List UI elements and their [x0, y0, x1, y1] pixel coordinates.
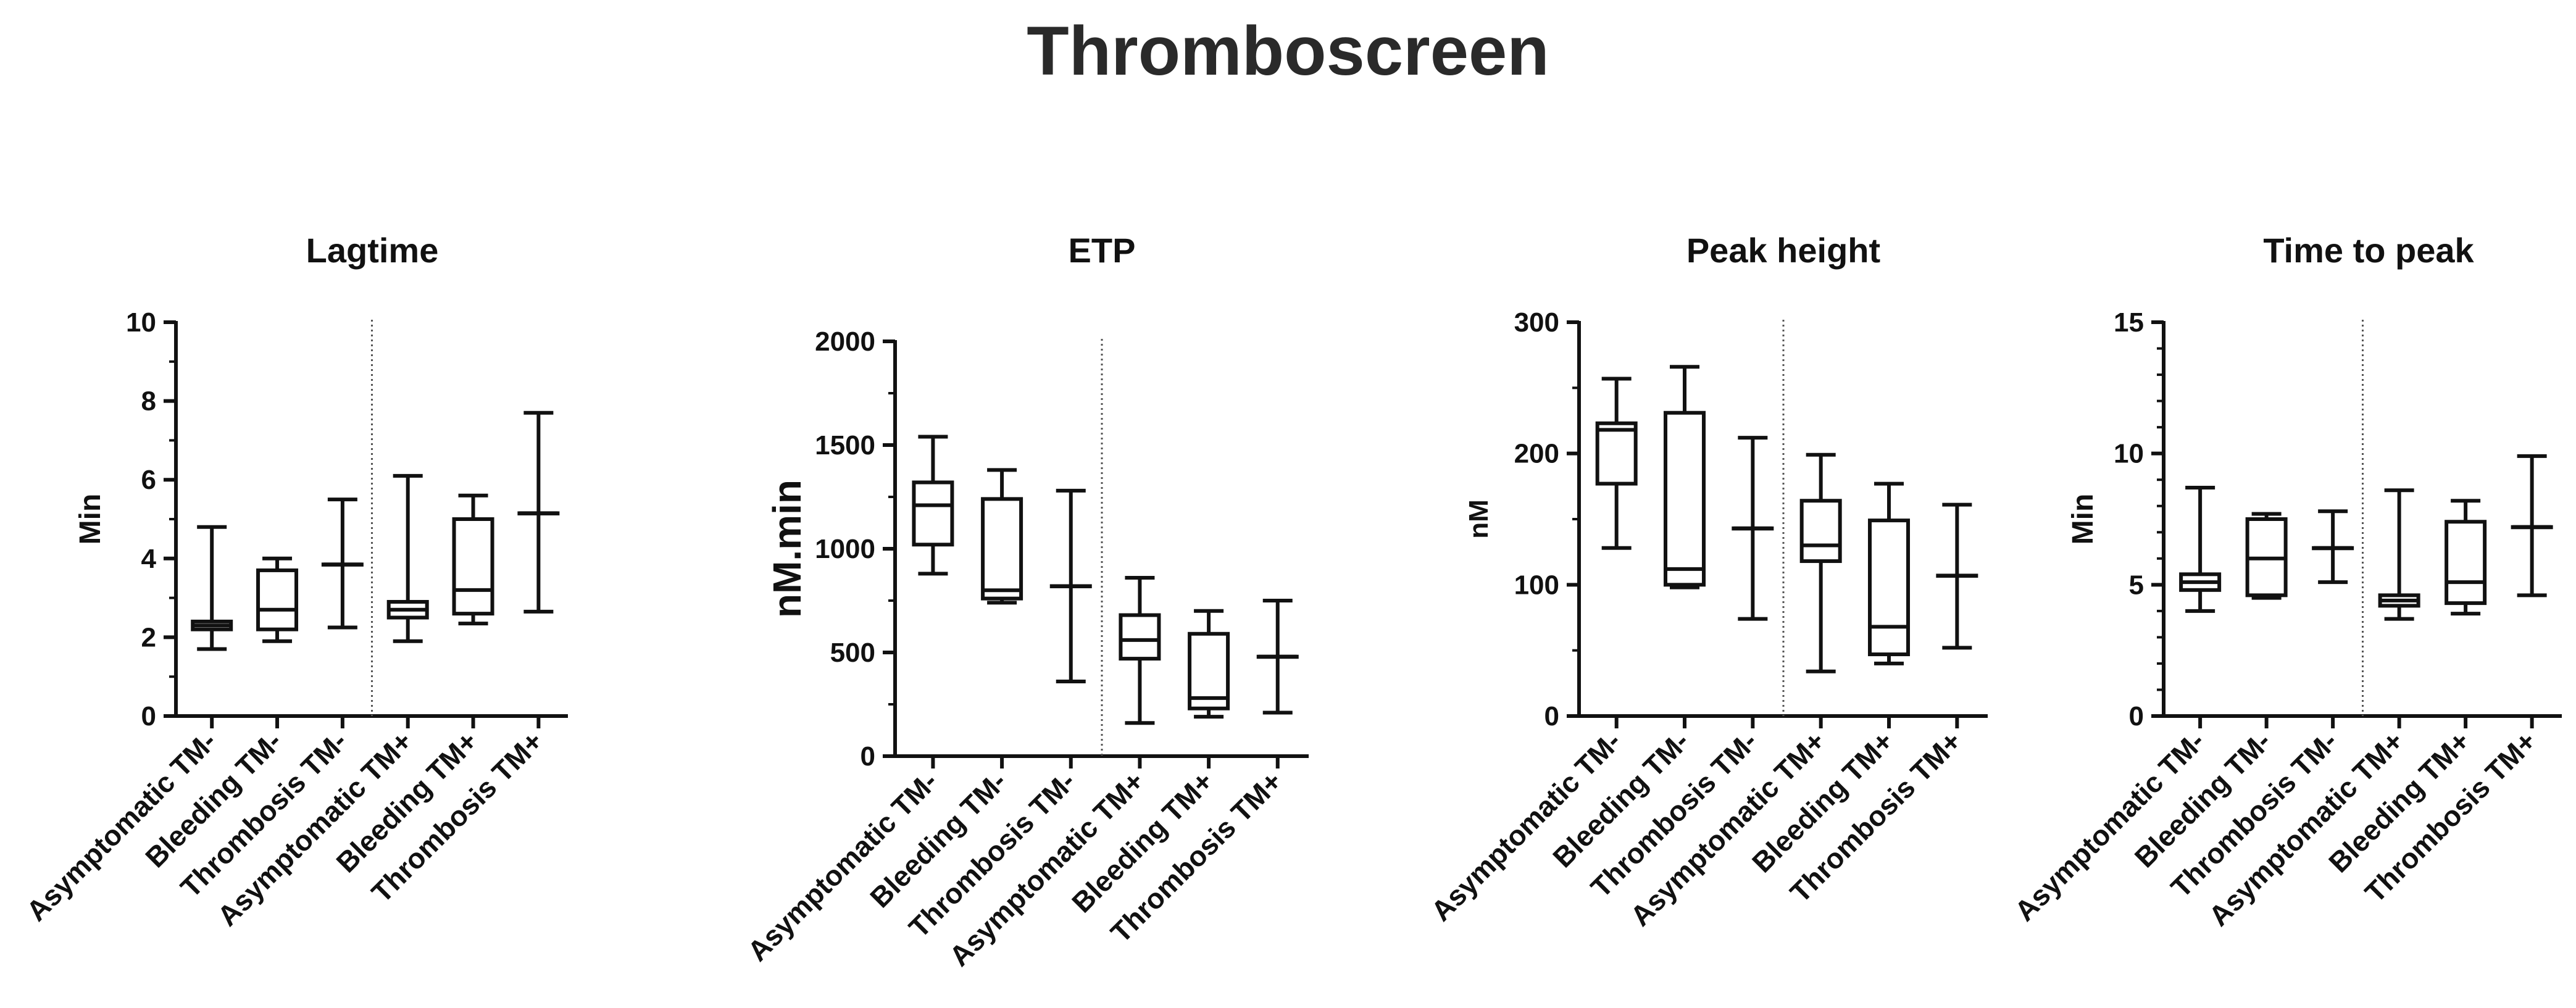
box-4 — [2378, 488, 2420, 621]
y-tick-label: 1000 — [815, 534, 875, 564]
panel-title: Peak height — [1686, 231, 1880, 270]
box-6 — [1936, 502, 1978, 650]
box-5 — [452, 493, 494, 626]
y-tick-label: 15 — [2114, 307, 2144, 338]
y-tick-label: 6 — [141, 465, 156, 495]
y-tick-label: 10 — [2114, 439, 2144, 469]
box-2 — [256, 556, 299, 643]
box-4 — [1799, 452, 1842, 673]
box-1 — [1595, 377, 1638, 550]
y-tick-label: 0 — [1544, 701, 1559, 731]
box-2 — [2245, 512, 2288, 600]
panel-title: Lagtime — [306, 231, 439, 270]
y-axis-label: Min — [74, 494, 107, 545]
box-6 — [517, 410, 560, 614]
box-iqr — [256, 568, 299, 631]
box-5 — [1188, 609, 1230, 719]
y-tick-label: 0 — [141, 701, 156, 731]
box-2 — [981, 468, 1023, 605]
y-tick-label: 300 — [1514, 307, 1559, 338]
box-iqr — [1119, 613, 1161, 661]
box-5 — [1868, 481, 1911, 665]
box-iqr — [1799, 499, 1842, 564]
box-1 — [2179, 485, 2222, 613]
box-3 — [321, 498, 364, 630]
box-iqr — [452, 517, 494, 616]
box-iqr — [1188, 631, 1230, 710]
y-tick-label: 500 — [830, 638, 875, 668]
box-3 — [2312, 509, 2354, 585]
panel-title: Time to peak — [2263, 231, 2474, 270]
box-6 — [1256, 599, 1299, 715]
box-6 — [2511, 454, 2553, 598]
y-tick-label: 4 — [141, 544, 157, 574]
box-1 — [191, 525, 233, 651]
box-4 — [386, 473, 429, 643]
y-tick-label: 1500 — [815, 430, 875, 460]
y-axis-label: nM.min — [765, 480, 809, 618]
y-tick-label: 2000 — [815, 327, 875, 357]
y-tick-label: 0 — [2129, 701, 2144, 731]
box-iqr — [1664, 410, 1706, 587]
y-tick-label: 2 — [141, 622, 156, 652]
box-iqr — [1868, 519, 1911, 657]
box-iqr — [2445, 520, 2487, 606]
y-tick-label: 8 — [141, 386, 156, 417]
box-iqr — [981, 497, 1023, 601]
y-tick-label: 100 — [1514, 570, 1559, 600]
box-2 — [1664, 365, 1706, 589]
box-3 — [1049, 488, 1092, 684]
y-tick-label: 200 — [1514, 439, 1559, 469]
y-axis-label: nM — [1464, 499, 1494, 539]
figure-title: Thromboscreen — [1027, 12, 1549, 90]
box-3 — [1732, 436, 1774, 621]
box-1 — [912, 435, 954, 576]
box-iqr — [1595, 421, 1638, 486]
y-tick-label: 5 — [2129, 570, 2144, 600]
y-tick-label: 0 — [861, 741, 875, 772]
y-tick-label: 10 — [126, 307, 156, 338]
box-5 — [2445, 499, 2487, 616]
box-4 — [1119, 576, 1161, 725]
panel-title: ETP — [1069, 231, 1136, 270]
box-iqr — [912, 480, 954, 547]
y-axis-label: Min — [2067, 494, 2099, 545]
